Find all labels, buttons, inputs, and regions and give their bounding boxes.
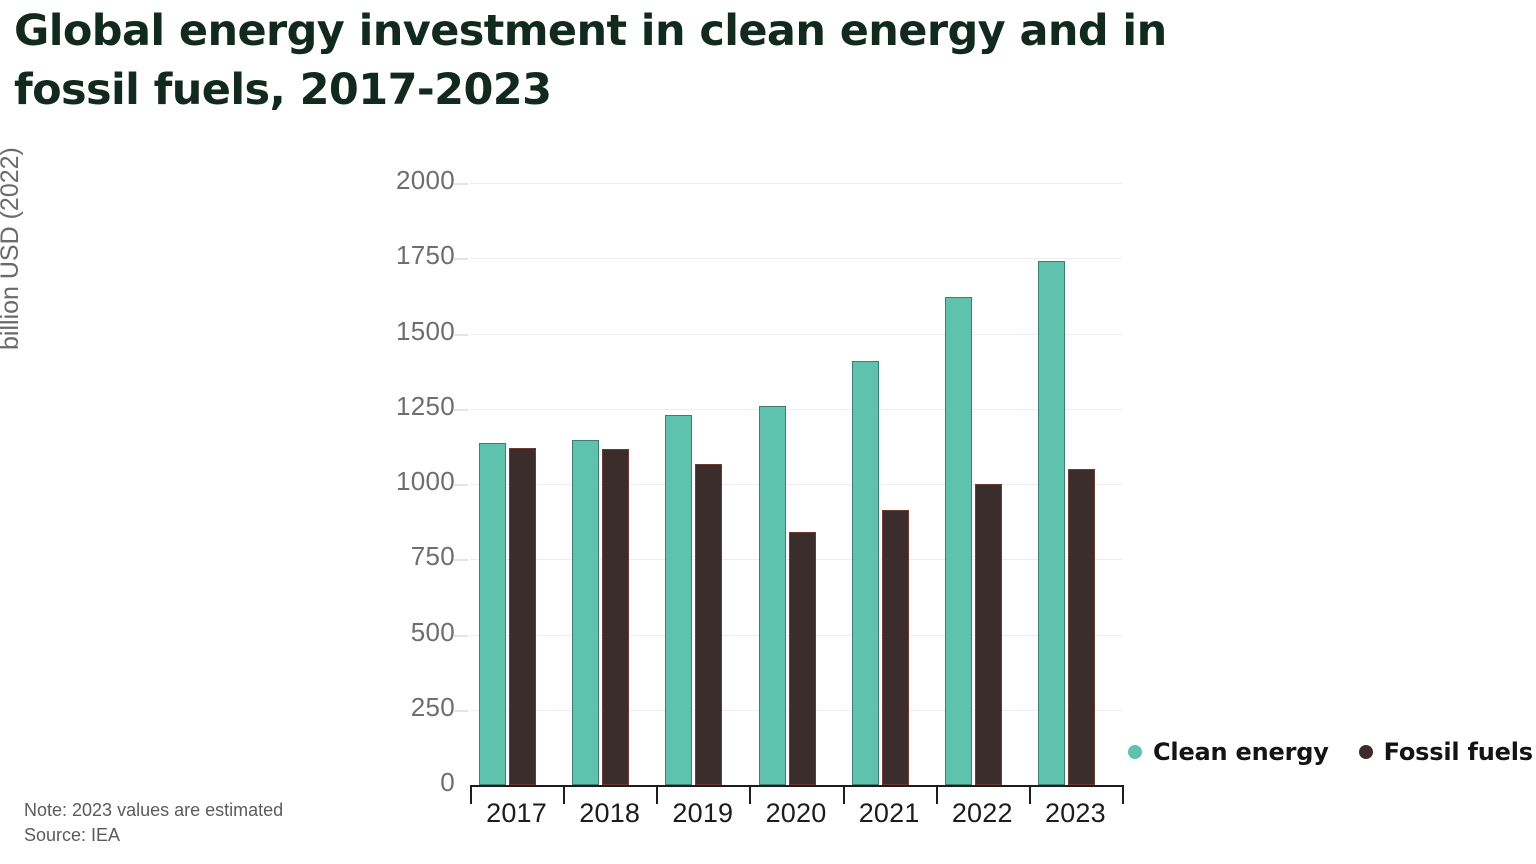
bar-2017-clean-energy[interactable] [479,443,507,785]
y-axis-tick-label: 500 [410,616,455,647]
gridline [470,484,1122,485]
x-axis-tick-mark [1122,785,1124,804]
footer-note: Note: 2023 values are estimated [24,800,284,820]
legend-label: Clean energy [1153,738,1329,766]
x-axis-tick-label-2018: 2018 [579,798,641,828]
legend-label: Fossil fuels [1383,738,1533,766]
bar-2017-fossil-fuels[interactable] [509,447,537,785]
bar-2019-fossil-fuels[interactable] [695,464,723,785]
x-axis-tick-mark [749,785,752,804]
y-axis-tick-label: 1000 [395,466,455,496]
chart-footer: Note: 2023 values are estimated Source: … [24,798,283,848]
y-axis-tick-label: 1250 [395,390,455,421]
bar-2022-fossil-fuels[interactable] [974,484,1002,785]
x-axis-tick-label-2017: 2017 [486,798,547,828]
y-axis-tick-label: 1500 [395,315,455,346]
gridline [470,333,1122,335]
x-axis-line [470,785,1122,787]
legend-item-clean-energy[interactable]: Clean energy [1128,738,1329,766]
x-axis-tick-label-2020: 2020 [765,798,827,828]
x-axis-tick-label-2021: 2021 [858,798,920,828]
bar-2022-clean-energy[interactable] [944,297,972,785]
y-axis-tick-label: 750 [410,541,455,572]
legend: Clean energy Fossil fuels [1128,738,1533,766]
y-axis-tick-label: 250 [410,691,455,722]
bar-2020-fossil-fuels[interactable] [788,532,816,785]
x-axis-tick-mark [470,785,472,804]
legend-dot-fossil-icon [1358,745,1373,759]
footer-source: Source: IEA [24,825,121,845]
gridline [470,408,1122,410]
gridline [470,183,1122,184]
x-axis-tick-mark [656,785,659,804]
y-axis-tick-label: 0 [440,767,455,797]
x-axis-tick-label-2023: 2023 [1044,798,1106,828]
x-axis-tick-label-2019: 2019 [672,798,734,828]
y-axis-tick-mark [454,183,468,185]
bar-2023-clean-energy[interactable] [1037,261,1065,785]
bar-2018-clean-energy[interactable] [572,440,600,785]
y-axis-tick-mark [454,709,468,712]
bar-2021-clean-energy[interactable] [851,360,879,785]
bar-2019-clean-energy[interactable] [665,414,693,785]
y-axis-tick-label: 2000 [395,165,455,195]
y-axis-title: billion USD (2022) [0,147,24,350]
x-axis-tick-mark [842,785,845,804]
plot-area [470,183,1122,785]
y-axis-tick-mark [454,559,468,562]
page-title: Global energy investment in clean energy… [14,6,1167,115]
x-axis-tick-mark [935,785,938,804]
gridline [470,258,1122,260]
x-axis-tick-mark [563,785,566,804]
bar-2023-fossil-fuels[interactable] [1067,468,1095,785]
bar-2018-fossil-fuels[interactable] [602,449,630,785]
x-axis-tick-mark [1028,785,1031,804]
y-axis-tick-mark [454,484,468,486]
x-axis-tick-label-2022: 2022 [951,798,1013,828]
y-axis-tick-mark [454,333,468,336]
y-axis-tick-mark [454,258,468,261]
y-axis-tick-label: 1750 [395,240,455,271]
legend-item-fossil-fuels[interactable]: Fossil fuels [1358,738,1533,766]
y-axis-tick-mark [454,634,468,637]
y-axis-tick-mark [454,408,468,411]
legend-dot-clean-icon [1128,745,1142,759]
bar-2020-clean-energy[interactable] [758,405,786,785]
bar-2021-fossil-fuels[interactable] [881,509,909,785]
